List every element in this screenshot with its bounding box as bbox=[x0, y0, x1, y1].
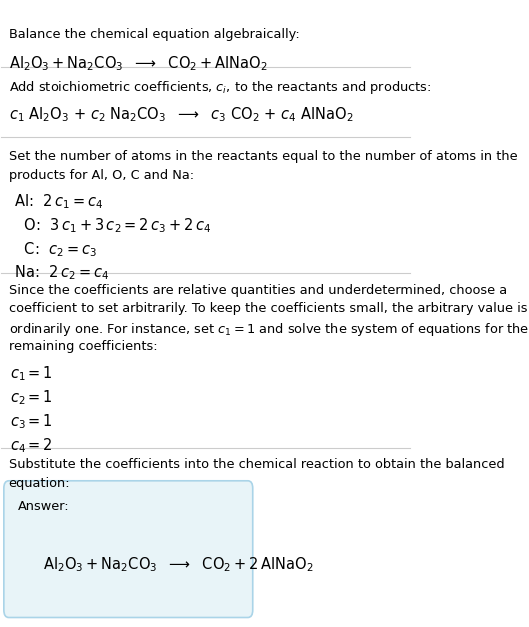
Text: equation:: equation: bbox=[9, 477, 70, 490]
Text: ordinarily one. For instance, set $c_1 = 1$ and solve the system of equations fo: ordinarily one. For instance, set $c_1 =… bbox=[9, 321, 529, 338]
Text: Na:  $2\,c_2 = c_4$: Na: $2\,c_2 = c_4$ bbox=[11, 263, 110, 282]
Text: $\mathregular{Al_2O_3 + Na_2CO_3}$  $\longrightarrow$  $\mathregular{CO_2 + AlNa: $\mathregular{Al_2O_3 + Na_2CO_3}$ $\lon… bbox=[9, 55, 268, 73]
Text: O:  $3\,c_1 + 3\,c_2 = 2\,c_3 + 2\,c_4$: O: $3\,c_1 + 3\,c_2 = 2\,c_3 + 2\,c_4$ bbox=[11, 216, 212, 235]
Text: products for Al, O, C and Na:: products for Al, O, C and Na: bbox=[9, 169, 194, 182]
Text: Add stoichiometric coefficients, $c_i$, to the reactants and products:: Add stoichiometric coefficients, $c_i$, … bbox=[9, 79, 431, 96]
Text: Balance the chemical equation algebraically:: Balance the chemical equation algebraica… bbox=[9, 28, 299, 41]
Text: $c_3 = 1$: $c_3 = 1$ bbox=[11, 412, 53, 431]
Text: $c_2 = 1$: $c_2 = 1$ bbox=[11, 388, 53, 407]
FancyBboxPatch shape bbox=[4, 481, 253, 618]
Text: $c_4 = 2$: $c_4 = 2$ bbox=[11, 436, 53, 455]
Text: Substitute the coefficients into the chemical reaction to obtain the balanced: Substitute the coefficients into the che… bbox=[9, 458, 504, 472]
Text: remaining coefficients:: remaining coefficients: bbox=[9, 340, 157, 353]
Text: $\mathregular{Al_2O_3 + Na_2CO_3}$  $\longrightarrow$  $\mathregular{CO_2 + 2\,A: $\mathregular{Al_2O_3 + Na_2CO_3}$ $\lon… bbox=[43, 556, 314, 574]
Text: coefficient to set arbitrarily. To keep the coefficients small, the arbitrary va: coefficient to set arbitrarily. To keep … bbox=[9, 302, 527, 315]
Text: Al:  $2\,c_1 = c_4$: Al: $2\,c_1 = c_4$ bbox=[11, 192, 104, 211]
Text: C:  $c_2 = c_3$: C: $c_2 = c_3$ bbox=[11, 240, 97, 258]
Text: Since the coefficients are relative quantities and underdetermined, choose a: Since the coefficients are relative quan… bbox=[9, 283, 507, 297]
Text: Answer:: Answer: bbox=[18, 500, 69, 512]
Text: $c_1 = 1$: $c_1 = 1$ bbox=[11, 365, 53, 383]
Text: Set the number of atoms in the reactants equal to the number of atoms in the: Set the number of atoms in the reactants… bbox=[9, 150, 517, 163]
Text: $c_1$ $\mathregular{Al_2O_3}$ + $c_2$ $\mathregular{Na_2CO_3}$  $\longrightarrow: $c_1$ $\mathregular{Al_2O_3}$ + $c_2$ $\… bbox=[9, 105, 353, 124]
